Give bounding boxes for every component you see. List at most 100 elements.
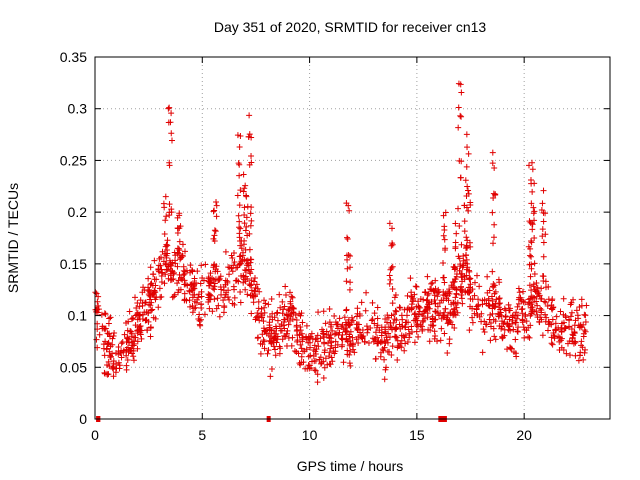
data-point (244, 232, 251, 239)
data-point (226, 264, 233, 271)
data-point (461, 273, 468, 280)
data-point (401, 323, 408, 330)
data-point (408, 323, 415, 330)
data-point (429, 279, 436, 286)
data-point (485, 295, 492, 302)
data-point (290, 305, 297, 312)
data-point (410, 295, 417, 302)
data-point (582, 312, 589, 319)
data-point (189, 309, 196, 316)
data-point (189, 268, 196, 275)
data-point (527, 176, 534, 183)
data-point (261, 297, 268, 304)
data-point (442, 291, 449, 298)
data-point (240, 279, 247, 286)
data-point (181, 248, 188, 255)
data-point (302, 365, 309, 372)
data-point (431, 288, 438, 295)
data-point (456, 223, 463, 230)
data-point (533, 308, 540, 315)
data-point (230, 283, 237, 290)
data-point (386, 220, 393, 227)
y-tick-label: 0.15 (60, 256, 87, 272)
data-point (407, 275, 414, 282)
data-point (186, 297, 193, 304)
data-point (152, 296, 159, 303)
data-point (526, 252, 533, 259)
data-point (210, 285, 217, 292)
data-point (371, 310, 378, 317)
data-point (229, 300, 236, 307)
data-point (555, 333, 562, 340)
data-point (540, 187, 547, 194)
data-point (98, 311, 105, 318)
data-point (353, 313, 360, 320)
data-point (164, 237, 171, 244)
data-point (255, 314, 262, 321)
data-point (153, 276, 160, 283)
data-point (536, 318, 543, 325)
data-point (102, 311, 109, 318)
data-point (144, 326, 151, 333)
data-point (133, 305, 140, 312)
data-point (130, 347, 137, 354)
data-point (529, 220, 536, 227)
data-point (526, 282, 533, 289)
data-point (298, 353, 305, 360)
data-point (390, 319, 397, 326)
data-point (529, 226, 536, 233)
data-point (578, 296, 585, 303)
data-point (166, 162, 173, 169)
data-point (549, 341, 556, 348)
data-point (181, 281, 188, 288)
data-point (310, 347, 317, 354)
data-point (311, 366, 318, 373)
data-point (147, 333, 154, 340)
data-point (441, 292, 448, 299)
data-point (164, 250, 171, 257)
data-point (571, 322, 578, 329)
data-point (539, 332, 546, 339)
data-point (473, 306, 480, 313)
data-point (197, 322, 204, 329)
data-point (370, 338, 377, 345)
data-point (181, 296, 188, 303)
data-point (291, 348, 298, 355)
data-point (336, 329, 343, 336)
data-point (261, 328, 268, 335)
data-point (397, 340, 404, 347)
data-point (125, 336, 132, 343)
data-point (257, 350, 264, 357)
data-point (293, 317, 300, 324)
data-point (279, 310, 286, 317)
data-point (195, 315, 202, 322)
plot-frame (94, 56, 611, 420)
data-point (338, 335, 345, 342)
data-point (312, 367, 319, 374)
data-point (458, 241, 465, 248)
data-point (346, 351, 353, 358)
data-point (107, 353, 114, 360)
data-point (385, 324, 392, 331)
data-point (314, 332, 321, 339)
data-point (274, 309, 281, 316)
data-point (353, 336, 360, 343)
data-point (248, 281, 255, 288)
data-point (93, 290, 100, 297)
data-point (455, 253, 462, 260)
data-point (282, 292, 289, 299)
data-point (118, 354, 125, 361)
data-point (542, 318, 549, 325)
data-point (309, 358, 316, 365)
data-point (110, 373, 117, 380)
data-point (544, 327, 551, 334)
data-point (479, 349, 486, 356)
data-point (529, 304, 536, 311)
data-point (349, 334, 356, 341)
data-point (408, 289, 415, 296)
data-point (369, 299, 376, 306)
data-point (148, 299, 155, 306)
data-point (505, 301, 512, 308)
data-point (248, 287, 255, 294)
data-point (521, 334, 528, 341)
